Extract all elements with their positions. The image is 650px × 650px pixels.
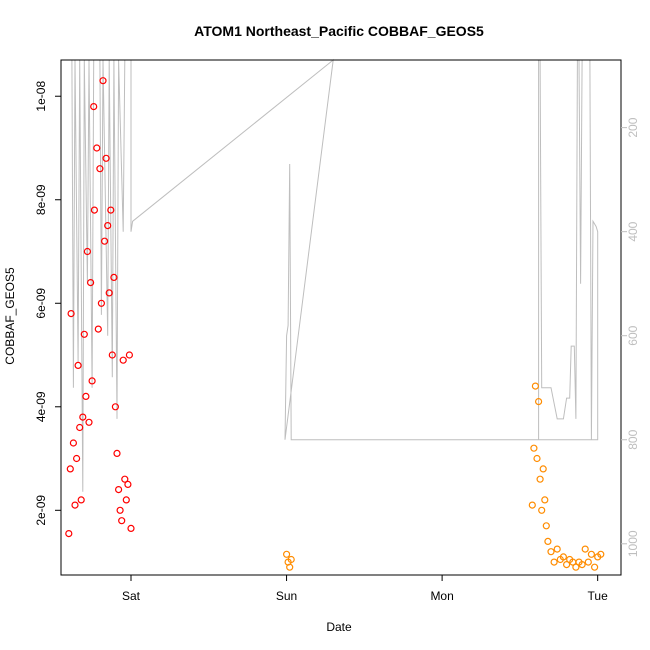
series-1-point [116, 506, 124, 514]
series-2-point [533, 454, 541, 463]
right-y-tick-label: 600 [626, 325, 640, 345]
series-2-point [584, 558, 592, 566]
series-1-point [105, 289, 113, 297]
series-1-point [76, 423, 84, 432]
series-1-point [90, 206, 99, 214]
series-1-point [93, 144, 101, 152]
series-1-point [124, 480, 132, 488]
x-tick-label: Mon [430, 589, 453, 603]
right-y-tick-label: 400 [626, 221, 640, 241]
series-2-point [581, 545, 589, 553]
y-tick-label: 6e-09 [34, 288, 48, 319]
series-1-point [94, 325, 102, 333]
series-1-point [97, 299, 106, 307]
series-2-point [597, 550, 605, 558]
series-1-point [102, 154, 110, 162]
right-y-tick-label: 1000 [626, 530, 640, 557]
y-tick-label: 1e-08 [34, 81, 48, 112]
series-1-point [90, 102, 98, 111]
x-tick-label: Tue [588, 589, 609, 603]
right-y-axis: 200 400 600 800 1000 [621, 117, 640, 557]
y-tick-label: 8e-09 [34, 184, 48, 215]
series-1-point [100, 237, 109, 245]
series-1-point [108, 351, 116, 359]
series-2-point [539, 465, 547, 473]
chart-title: ATOM1 Northeast_Pacific COBBAF_GEOS5 [194, 23, 484, 39]
series-1-point [113, 449, 121, 457]
y-axis-label: COBBAF_GEOS5 [3, 267, 17, 365]
series-1-point [121, 475, 129, 483]
series-1-point [99, 77, 107, 85]
series-1-point [88, 377, 96, 385]
right-y-tick-label: 800 [626, 429, 640, 449]
series-1-point [110, 273, 118, 281]
series-1-point [118, 517, 126, 525]
series-1-point [72, 454, 81, 463]
x-tick-label: Sat [122, 589, 141, 603]
series-1-point [65, 529, 73, 538]
series-1-point [111, 403, 120, 411]
series-1-point [69, 439, 78, 447]
series-2-point [550, 558, 558, 566]
y-tick-label: 2e-09 [34, 495, 48, 526]
series-1-point [85, 418, 93, 426]
series-2-point [553, 545, 561, 553]
series-1-point [66, 465, 74, 473]
series-2-point [538, 506, 546, 514]
x-axis-label: Date [326, 620, 352, 634]
series-1-point [77, 496, 85, 504]
series-1-point [82, 392, 90, 400]
y-axis: 2e-09 4e-09 6e-09 8e-09 1e-08 [34, 81, 61, 526]
series-2-point [528, 501, 536, 509]
series-2-point [530, 444, 538, 452]
series-2-point [578, 560, 586, 569]
series-2-point [531, 382, 540, 390]
series-1-point [83, 247, 92, 256]
series-1-point [125, 351, 133, 359]
series-2-point [534, 398, 543, 406]
series-2-point [286, 563, 294, 571]
series-1-point [67, 310, 75, 318]
series-2-point [283, 550, 291, 558]
series-2-point [590, 563, 599, 571]
series-2-point [287, 555, 295, 564]
series-2-point [541, 496, 549, 504]
series-1-point [114, 486, 123, 494]
series-1-point [119, 356, 127, 364]
data-points-layer [65, 77, 605, 571]
series-1-point [71, 501, 79, 509]
y-tick-label: 4e-09 [34, 391, 48, 422]
series-2-point [559, 553, 568, 561]
series-2-point [572, 563, 580, 571]
series-1-point [104, 222, 112, 230]
series-2-point [536, 475, 544, 483]
series-1-point [80, 330, 88, 338]
x-tick-label: Sun [276, 589, 297, 603]
series-1-point [74, 361, 82, 369]
series-1-point [79, 413, 87, 421]
x-axis: Sat Sun Mon Tue [122, 575, 608, 603]
series-2-point [547, 548, 555, 556]
series-1-point [96, 165, 104, 173]
series-2-point [542, 522, 550, 530]
plot-frame [60, 59, 622, 576]
right-y-tick-label: 200 [626, 117, 640, 137]
series-2-point [587, 550, 596, 558]
series-1-point [122, 496, 130, 504]
series-1-point [127, 524, 135, 533]
series-2-point [562, 560, 571, 569]
series-1-point [107, 206, 115, 214]
series-2-point [544, 537, 552, 546]
series-1-point [86, 279, 95, 287]
